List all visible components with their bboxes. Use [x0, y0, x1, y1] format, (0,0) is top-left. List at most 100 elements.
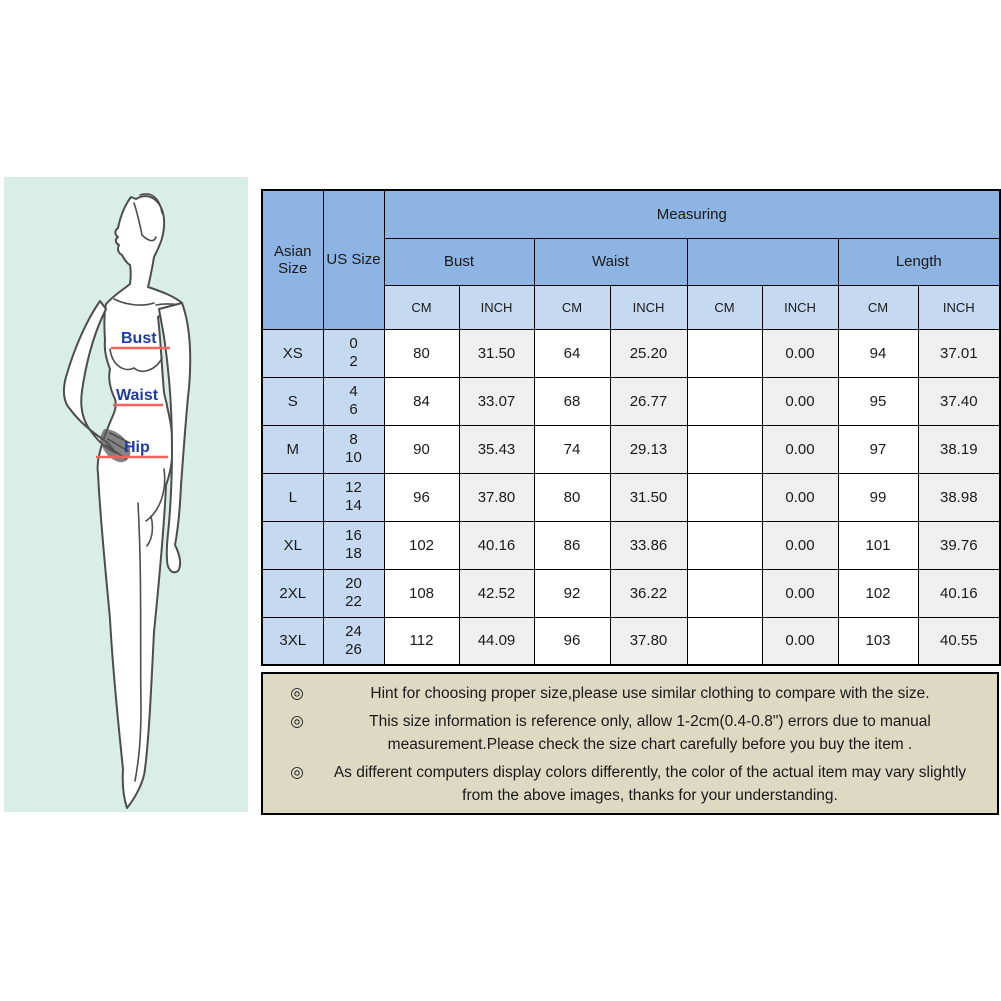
table-row-l: L 12 14 96 37.80 80 31.50 0.00 99 38.98 — [261, 472, 1001, 522]
unit-header: CM — [686, 284, 763, 330]
value-cell: 40.16 — [917, 568, 1001, 618]
us-size-cell: 8 10 — [322, 424, 385, 474]
value-cell: 64 — [533, 328, 611, 378]
unit-header: INCH — [761, 284, 839, 330]
us-size-line: 24 — [345, 622, 362, 640]
waist-label: Waist — [116, 387, 159, 404]
value-cell: 0.00 — [761, 376, 839, 426]
unit-header: CM — [837, 284, 919, 330]
asian-size-cell: 3XL — [261, 616, 324, 666]
value-cell: 96 — [383, 472, 460, 522]
value-cell: 0.00 — [761, 328, 839, 378]
note-item: ◎ This size information is reference onl… — [287, 711, 981, 757]
us-size-cell: 24 26 — [322, 616, 385, 666]
bullseye-bullet-icon: ◎ — [290, 712, 304, 730]
table-row-3xl: 3XL 24 26 112 44.09 96 37.80 0.00 103 40.… — [261, 616, 1001, 666]
unit-header: INCH — [609, 284, 688, 330]
unit-header: INCH — [458, 284, 535, 330]
value-cell — [686, 520, 763, 570]
bust-group-header: Bust — [383, 237, 535, 286]
value-cell: 97 — [837, 424, 919, 474]
figure-hand-shade — [100, 429, 131, 463]
value-cell: 92 — [533, 568, 611, 618]
value-cell: 95 — [837, 376, 919, 426]
value-cell: 94 — [837, 328, 919, 378]
value-cell: 90 — [383, 424, 460, 474]
value-cell: 39.76 — [917, 520, 1001, 570]
waist-group-header: Waist — [533, 237, 688, 286]
value-cell: 99 — [837, 472, 919, 522]
asian-size-cell: L — [261, 472, 324, 522]
value-cell: 102 — [383, 520, 460, 570]
asian-size-cell: 2XL — [261, 568, 324, 618]
value-cell: 40.16 — [458, 520, 535, 570]
asian-size-cell: M — [261, 424, 324, 474]
asian-size-cell: XS — [261, 328, 324, 378]
us-size-line: 4 — [349, 383, 358, 400]
table-row-m: M 8 10 90 35.43 74 29.13 0.00 97 38.19 — [261, 424, 1001, 474]
unit-header: INCH — [917, 284, 1001, 330]
value-cell: 25.20 — [609, 328, 688, 378]
us-size-cell: 16 18 — [322, 520, 385, 570]
bullseye-bullet-icon: ◎ — [290, 763, 304, 781]
us-size-line: 2 — [349, 353, 358, 370]
asian-size-cell: XL — [261, 520, 324, 570]
hip-label: Hip — [124, 439, 150, 456]
us-size-cell: 12 14 — [322, 472, 385, 522]
note-text: As different computers display colors di… — [333, 763, 967, 804]
value-cell: 0.00 — [761, 472, 839, 522]
us-size-line: 8 — [349, 431, 358, 448]
body-measurement-figure-panel: Bust Waist Hip — [4, 177, 248, 812]
asian-size-header: Asian Size — [261, 189, 324, 330]
value-cell — [686, 616, 763, 666]
us-size-line: 18 — [345, 545, 362, 562]
value-cell: 37.80 — [609, 616, 688, 666]
value-cell: 37.01 — [917, 328, 1001, 378]
us-size-line: 0 — [349, 335, 358, 352]
us-size-line: 20 — [345, 575, 362, 592]
measuring-header: Measuring — [383, 189, 1001, 239]
note-item: ◎ Hint for choosing proper size,please u… — [287, 683, 981, 706]
figure-hip-crease — [145, 468, 166, 547]
value-cell: 31.50 — [458, 328, 535, 378]
notes-panel: ◎ Hint for choosing proper size,please u… — [261, 672, 999, 815]
figure-hair-strokes — [133, 193, 163, 242]
us-size-line: 12 — [345, 479, 362, 496]
value-cell: 0.00 — [761, 616, 839, 666]
figure-right-arm — [158, 302, 192, 574]
value-cell: 0.00 — [761, 568, 839, 618]
us-size-line: 6 — [349, 401, 358, 418]
value-cell — [686, 472, 763, 522]
value-cell: 33.07 — [458, 376, 535, 426]
us-size-line: 10 — [345, 449, 362, 466]
us-size-line: 14 — [345, 497, 362, 514]
value-cell: 40.55 — [917, 616, 1001, 666]
value-cell: 0.00 — [761, 424, 839, 474]
table-row-2xl: 2XL 20 22 108 42.52 92 36.22 0.00 102 40.… — [261, 568, 1001, 618]
value-cell: 96 — [533, 616, 611, 666]
value-cell: 74 — [533, 424, 611, 474]
table-row-xl: XL 16 18 102 40.16 86 33.86 0.00 101 39.7… — [261, 520, 1001, 570]
us-size-header: US Size — [322, 189, 385, 330]
value-cell: 29.13 — [609, 424, 688, 474]
value-cell: 101 — [837, 520, 919, 570]
value-cell: 86 — [533, 520, 611, 570]
figure-bust-curves — [109, 348, 163, 372]
us-size-line: 26 — [345, 640, 362, 658]
value-cell: 42.52 — [458, 568, 535, 618]
value-cell: 36.22 — [609, 568, 688, 618]
value-cell: 108 — [383, 568, 460, 618]
value-cell: 38.98 — [917, 472, 1001, 522]
value-cell: 80 — [383, 328, 460, 378]
note-item: ◎ As different computers display colors … — [287, 762, 981, 808]
us-size-line: 16 — [345, 527, 362, 544]
female-figure-sketch: Bust Waist Hip — [62, 193, 192, 809]
value-cell: 84 — [383, 376, 460, 426]
value-cell: 102 — [837, 568, 919, 618]
hip-group-header — [686, 237, 839, 286]
value-cell: 0.00 — [761, 520, 839, 570]
us-size-cell: 20 22 — [322, 568, 385, 618]
